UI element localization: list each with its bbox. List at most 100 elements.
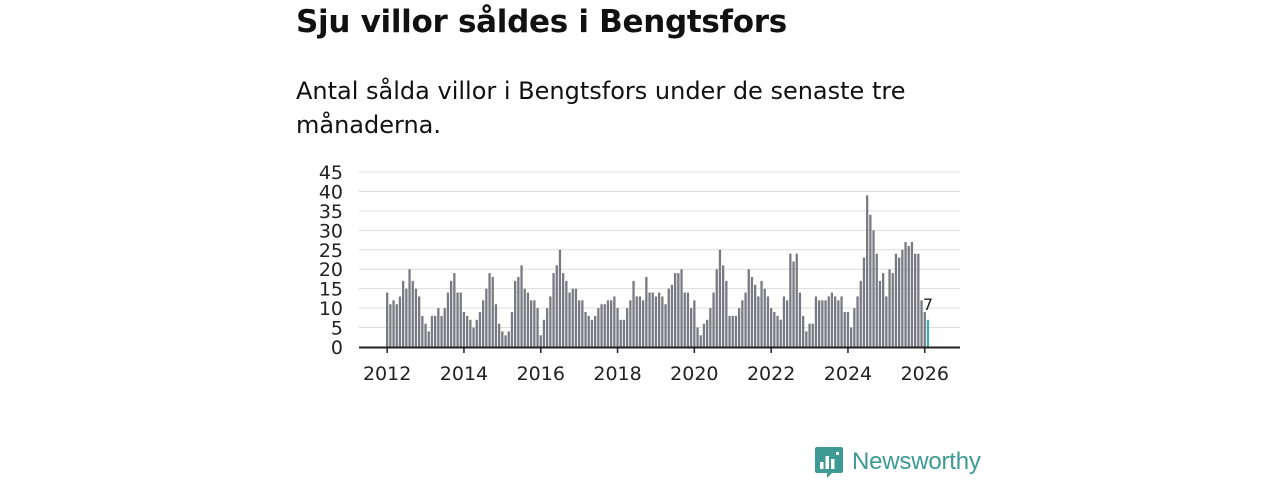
bar <box>421 315 424 347</box>
bar <box>869 214 872 347</box>
x-tick-label: 2018 <box>593 363 641 385</box>
bar <box>494 304 498 347</box>
bar <box>626 308 629 347</box>
bar <box>536 308 539 347</box>
bar <box>856 296 859 347</box>
bar <box>674 273 677 347</box>
bar <box>658 292 661 347</box>
bar <box>901 249 904 347</box>
bar <box>510 312 514 347</box>
y-tick-label: 25 <box>319 240 343 262</box>
bar-highlight <box>926 319 930 347</box>
bar <box>872 230 875 347</box>
bar <box>472 327 475 347</box>
bar <box>805 331 808 347</box>
bar <box>699 335 702 347</box>
bar <box>453 273 456 347</box>
bar <box>843 312 846 347</box>
bar <box>795 253 798 347</box>
bar <box>546 308 549 347</box>
bar <box>408 269 411 347</box>
bar <box>891 273 894 347</box>
bar <box>523 288 526 347</box>
bar <box>914 253 917 347</box>
bar <box>619 319 622 347</box>
bar <box>459 292 462 347</box>
bar <box>562 273 565 347</box>
bar <box>722 265 725 347</box>
bar <box>530 300 533 347</box>
bar <box>814 296 818 347</box>
bar <box>456 292 459 347</box>
bar <box>606 300 610 347</box>
bar <box>734 315 738 347</box>
bar <box>610 300 613 347</box>
bar <box>555 265 558 347</box>
bar <box>907 245 910 347</box>
bar <box>667 288 670 347</box>
bar <box>613 296 616 347</box>
bar <box>786 300 789 347</box>
bar <box>430 315 434 347</box>
bar <box>424 323 427 347</box>
bar <box>744 292 747 347</box>
bar <box>738 308 741 347</box>
bar <box>507 331 510 347</box>
bar <box>584 312 587 347</box>
bar <box>808 323 811 347</box>
bar <box>693 300 696 347</box>
bar <box>450 280 453 347</box>
bar <box>638 296 642 347</box>
bar <box>411 280 414 347</box>
bar <box>664 304 667 347</box>
bar <box>542 319 546 347</box>
bar <box>520 265 523 347</box>
newsworthy-logo-text: Newsworthy <box>852 448 981 475</box>
bar <box>645 277 648 347</box>
bar <box>578 300 581 347</box>
bar <box>485 288 488 347</box>
x-tick-label: 2026 <box>901 363 949 385</box>
bar <box>898 257 901 347</box>
bar <box>750 277 754 347</box>
bar <box>440 315 443 347</box>
bar <box>581 300 584 347</box>
bar <box>709 308 712 347</box>
bar <box>565 280 568 347</box>
bar <box>514 280 517 347</box>
bar <box>466 315 469 347</box>
bar <box>587 315 590 347</box>
bar <box>654 296 658 347</box>
bar <box>792 261 795 347</box>
newsworthy-logo[interactable]: Newsworthy <box>814 444 981 480</box>
bar <box>894 253 898 347</box>
newsworthy-logo-icon <box>815 447 843 478</box>
bar <box>882 273 885 347</box>
y-tick-label: 0 <box>331 337 343 359</box>
bar <box>498 323 501 347</box>
bar <box>690 308 693 347</box>
y-tick-label: 45 <box>319 162 343 184</box>
bar <box>418 296 421 347</box>
bar <box>402 280 405 347</box>
bar <box>728 315 731 347</box>
y-tick-label: 20 <box>319 259 343 281</box>
bar <box>888 269 891 347</box>
bar <box>715 269 718 347</box>
bar <box>594 315 597 347</box>
bar <box>706 319 709 347</box>
bar <box>725 280 728 347</box>
bar <box>859 280 862 347</box>
bar <box>526 292 530 347</box>
bar <box>443 308 446 347</box>
bar <box>779 319 782 347</box>
bar <box>504 335 507 347</box>
bar <box>488 273 491 347</box>
bar <box>501 331 504 347</box>
bar <box>398 296 402 347</box>
bar <box>549 296 552 347</box>
bar <box>482 300 485 347</box>
bar <box>811 323 814 347</box>
bar <box>414 288 418 347</box>
bar <box>824 300 827 347</box>
